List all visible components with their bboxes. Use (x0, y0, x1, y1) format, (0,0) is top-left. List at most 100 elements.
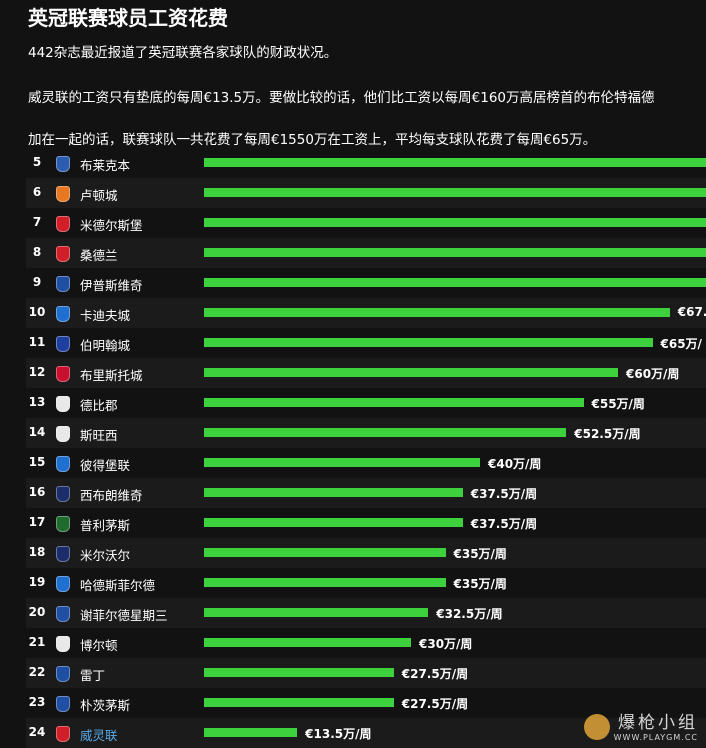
wage-value-label: €55万/周 (591, 397, 645, 411)
club-crest-icon (56, 216, 70, 232)
club-name-label: 伯明翰城 (80, 338, 131, 353)
comparison-paragraph: 威灵联的工资只有垫底的每周€13.5万。要做比较的话，他们比工资以每周€160万… (28, 90, 655, 106)
rank-label: 21 (28, 635, 46, 649)
wage-value-label: €37.5万/周 (470, 487, 538, 501)
club-name-label: 斯旺西 (80, 428, 118, 443)
chart-row: 7 米德尔斯堡 (26, 208, 706, 238)
wage-bar (204, 458, 480, 467)
chart-row: 10 卡迪夫城 €67.5 (26, 298, 706, 328)
club-name-label: 朴茨茅斯 (80, 698, 131, 713)
chart-row: 9 伊普斯维奇 (26, 268, 706, 298)
club-crest-icon (56, 456, 70, 472)
rank-label: 9 (32, 275, 42, 289)
wage-value-label: €35万/周 (453, 577, 507, 591)
club-crest-icon (56, 516, 70, 532)
wage-bar (204, 158, 706, 167)
club-crest-icon (56, 576, 70, 592)
rank-label: 13 (28, 395, 46, 409)
wage-value-label: €27.5万/周 (401, 667, 469, 681)
club-crest-icon (56, 666, 70, 682)
wage-bar (204, 218, 706, 227)
wage-bar (204, 278, 706, 287)
club-crest-icon (56, 726, 70, 742)
rank-label: 15 (28, 455, 46, 469)
chart-row: 8 桑德兰 (26, 238, 706, 268)
club-name-label: 德比郡 (80, 398, 118, 413)
club-name-label: 桑德兰 (80, 248, 118, 263)
club-name-label: 普利茅斯 (80, 518, 131, 533)
rank-label: 24 (28, 725, 46, 739)
rank-label: 19 (28, 575, 46, 589)
wage-value-label: €40万/周 (488, 457, 542, 471)
chart-row: 16 西布朗维奇 €37.5万/周 (26, 478, 706, 508)
wage-bar (204, 308, 670, 317)
club-name-label: 博尔顿 (80, 638, 118, 653)
wage-bar (204, 728, 298, 737)
chart-row: 15 彼得堡联 €40万/周 (26, 448, 706, 478)
club-crest-icon (56, 396, 70, 412)
club-crest-icon (56, 546, 70, 562)
club-crest-icon (56, 276, 70, 292)
rank-label: 12 (28, 365, 46, 379)
rank-label: 20 (28, 605, 46, 619)
wage-value-label: €52.5万/周 (574, 427, 641, 441)
chart-row: 21 博尔顿 €30万/周 (26, 628, 706, 658)
club-crest-icon (56, 306, 70, 322)
wage-value-label: €37.5万/周 (470, 517, 538, 531)
wage-bar-chart: 5 布莱克本 6 卢顿城 7 米德尔斯堡 8 桑德兰 9 伊普斯维奇 10 卡迪夫城 €67.5 11 伯明… (26, 148, 706, 748)
chart-row: 19 哈德斯菲尔德 €35万/周 (26, 568, 706, 598)
club-name-label: 伊普斯维奇 (80, 278, 143, 293)
wage-bar (204, 338, 653, 347)
club-name-label: 卡迪夫城 (80, 308, 131, 323)
rank-label: 5 (32, 155, 42, 169)
wage-value-label: €30万/周 (419, 637, 473, 651)
club-crest-icon (56, 636, 70, 652)
rank-label: 7 (32, 215, 42, 229)
chart-row: 5 布莱克本 (26, 148, 706, 178)
rank-label: 11 (28, 335, 46, 349)
wage-bar (204, 608, 429, 617)
wage-bar (204, 188, 706, 197)
wage-bar (204, 428, 567, 437)
rank-label: 14 (28, 425, 46, 439)
club-crest-icon (56, 366, 70, 382)
wage-bar (204, 518, 463, 527)
page-title: 英冠联赛球员工资花费 (28, 6, 228, 30)
club-name-label: 米德尔斯堡 (80, 218, 143, 233)
chart-row: 13 德比郡 €55万/周 (26, 388, 706, 418)
chart-row: 23 朴茨茅斯 €27.5万/周 (26, 688, 706, 718)
chart-row: 6 卢顿城 (26, 178, 706, 208)
wage-bar (204, 578, 446, 587)
club-name-label: 谢菲尔德星期三 (80, 608, 168, 623)
rank-label: 17 (28, 515, 46, 529)
club-name-label: 哈德斯菲尔德 (80, 578, 156, 593)
watermark-logo-icon (584, 714, 610, 740)
wage-bar (204, 368, 618, 377)
wage-bar (204, 548, 446, 557)
club-crest-icon (56, 486, 70, 502)
rank-label: 6 (32, 185, 42, 199)
club-name-label: 雷丁 (80, 668, 106, 683)
club-name-label: 西布朗维奇 (80, 488, 143, 503)
wage-bar (204, 248, 706, 257)
club-crest-icon (56, 156, 70, 172)
club-name-label[interactable]: 威灵联 (80, 728, 118, 743)
rank-label: 8 (32, 245, 42, 259)
wage-value-label: €35万/周 (453, 547, 507, 561)
wage-value-label: €32.5万/周 (436, 607, 503, 621)
club-name-label: 布里斯托城 (80, 368, 143, 383)
total-paragraph: 加在一起的话，联赛球队一共花费了每周€1550万在工资上，平均每支球队花费了每周… (28, 132, 597, 148)
wage-value-label: €65万/ (660, 337, 702, 351)
watermark-text: 爆枪小组 (618, 713, 698, 733)
chart-row: 20 谢菲尔德星期三 €32.5万/周 (26, 598, 706, 628)
rank-label: 10 (28, 305, 46, 319)
wage-value-label: €13.5万/周 (305, 727, 372, 741)
rank-label: 23 (28, 695, 46, 709)
chart-row: 12 布里斯托城 €60万/周 (26, 358, 706, 388)
club-name-label: 卢顿城 (80, 188, 118, 203)
wage-bar (204, 638, 411, 647)
club-crest-icon (56, 426, 70, 442)
chart-row: 14 斯旺西 €52.5万/周 (26, 418, 706, 448)
wage-bar (204, 668, 394, 677)
club-crest-icon (56, 606, 70, 622)
